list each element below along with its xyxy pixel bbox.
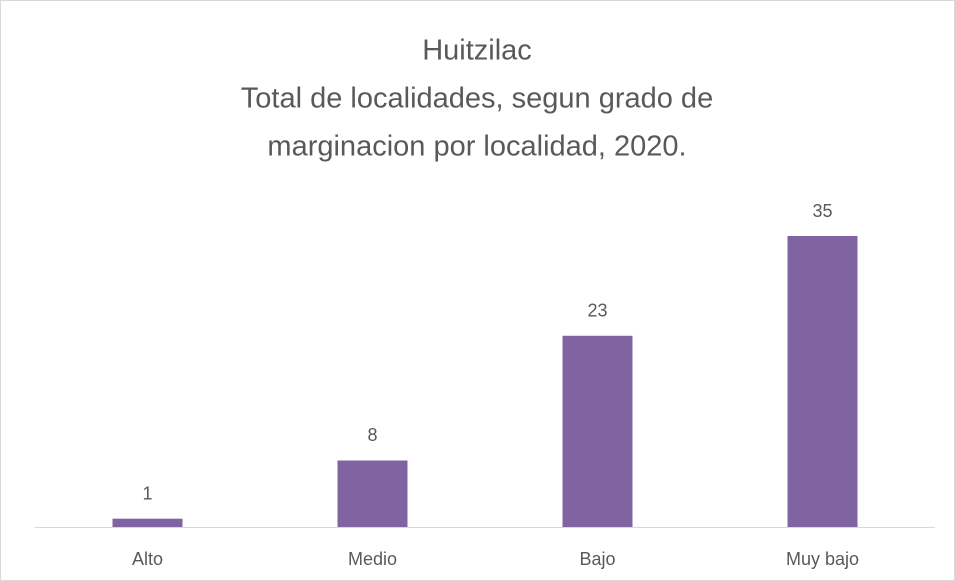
data-label: 1 [142, 483, 152, 503]
x-tick-label: Medio [348, 549, 397, 569]
chart-title: Total de localidades, segun grado de [241, 83, 713, 115]
data-label: 8 [367, 425, 377, 445]
chart-title: Huitzilac [422, 35, 532, 67]
bar [337, 460, 408, 527]
x-tick-label: Bajo [579, 549, 615, 569]
bar [787, 236, 858, 527]
chart-title: marginacion por localidad, 2020. [267, 131, 686, 163]
x-tick-label: Alto [132, 549, 163, 569]
bar [112, 518, 183, 527]
x-tick-label: Muy bajo [786, 549, 859, 569]
data-label: 35 [812, 201, 832, 221]
data-label: 23 [587, 301, 607, 321]
bar [562, 335, 633, 527]
